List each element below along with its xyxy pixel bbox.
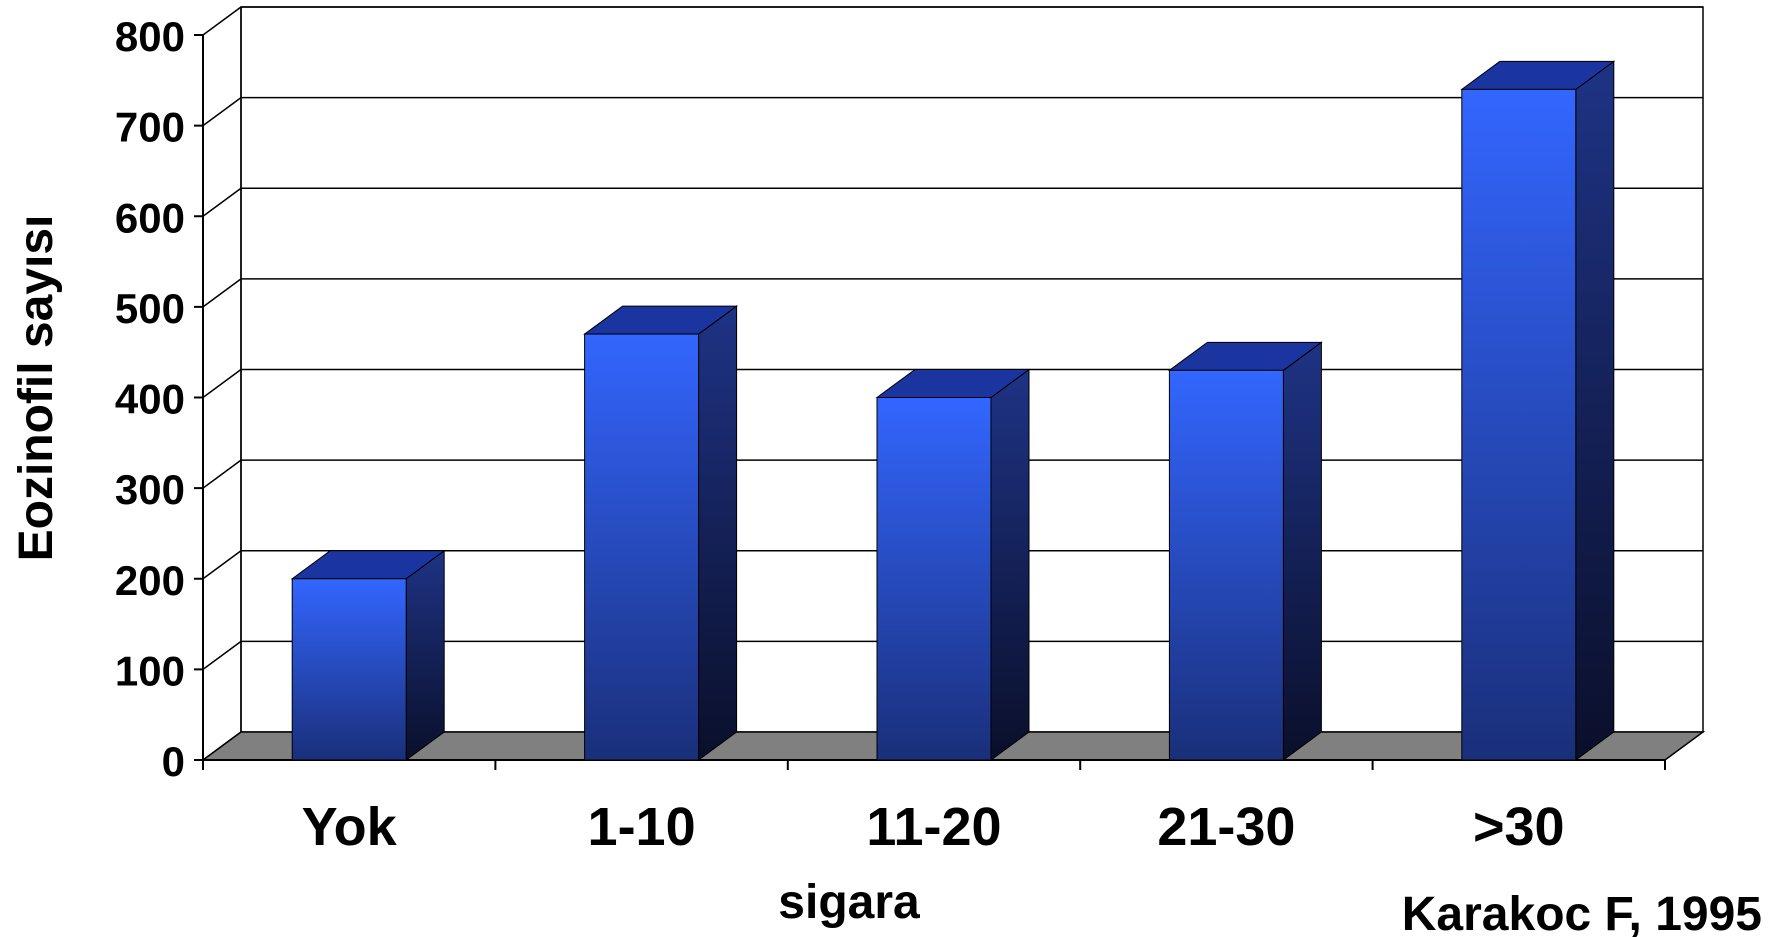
bar-21-30 <box>1167 341 1323 761</box>
citation-annotation: Karakoc F, 1995 <box>1402 888 1762 937</box>
x-axis-label: sigara <box>778 876 920 929</box>
y-tick-label: 200 <box>115 557 185 604</box>
y-tick-label: 600 <box>115 194 185 241</box>
left-wall-gridline <box>202 187 242 217</box>
bar-side <box>405 549 445 761</box>
x-tick-label: Yok <box>302 797 398 857</box>
bar-front <box>1168 369 1284 761</box>
y-tick-label: 500 <box>115 285 185 332</box>
y-axis-label: Eozinofil sayısı <box>10 215 63 562</box>
left-wall-gridline <box>202 278 242 308</box>
bar-side <box>698 305 738 761</box>
left-wall-gridline <box>202 97 242 127</box>
x-tick-label: >30 <box>1473 797 1565 857</box>
bars <box>290 60 1616 761</box>
x-tick-label: 11-20 <box>866 797 1001 857</box>
bar-11-20 <box>875 368 1031 761</box>
bar-side <box>990 368 1030 761</box>
y-tick-label: 0 <box>162 738 185 785</box>
y-tick-label: 400 <box>115 376 185 423</box>
y-tick-label: 100 <box>115 647 185 694</box>
bar-Yok <box>290 549 446 761</box>
x-tick-labels: Yok 1-10 11-20 21-30 >30 <box>302 797 1565 857</box>
x-tick-label: 21-30 <box>1157 797 1295 857</box>
bar-front <box>584 333 700 761</box>
y-tick-label: 300 <box>115 466 185 513</box>
x-tick-label: 1-10 <box>588 797 696 857</box>
bar-1-10 <box>583 305 739 761</box>
left-wall-gridline <box>202 6 242 36</box>
bar-side <box>1575 60 1615 761</box>
bar-front <box>291 578 407 761</box>
left-wall-gridline <box>202 640 242 670</box>
left-wall-gridline <box>202 459 242 489</box>
bar-front <box>876 397 992 761</box>
bar->30 <box>1460 60 1616 761</box>
left-wall-gridline <box>202 368 242 399</box>
bar-front <box>1461 88 1577 761</box>
y-tick-label: 700 <box>115 104 185 151</box>
y-tick-label: 800 <box>115 13 185 60</box>
bar-side <box>1282 341 1322 761</box>
y-tick-labels: 0 100 200 300 400 500 600 700 800 <box>115 13 185 785</box>
left-wall-gridline <box>202 550 242 580</box>
